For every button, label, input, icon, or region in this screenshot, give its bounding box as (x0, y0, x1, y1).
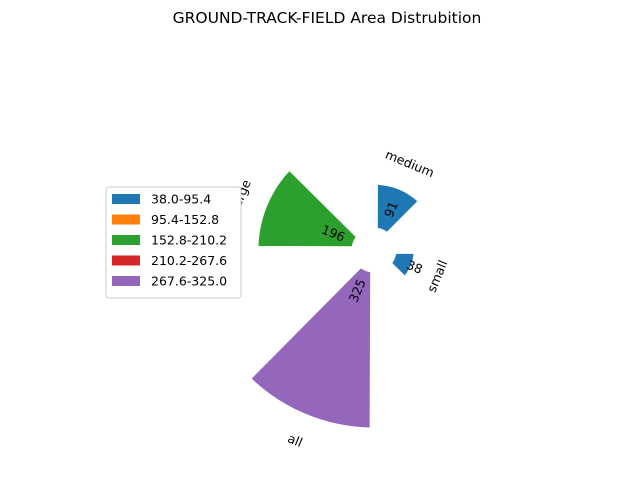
bar-medium (376, 183, 419, 233)
value-label-medium: 91 (381, 199, 401, 219)
legend-swatch (112, 255, 140, 266)
legend-label: 152.8-210.2 (151, 233, 227, 248)
chart-title: GROUND-TRACK-FIELD Area Distrubition (173, 9, 482, 27)
legend-swatch (112, 214, 140, 225)
legend-label: 267.6-325.0 (151, 274, 227, 289)
category-label-medium: medium (383, 147, 436, 181)
legend-swatch (112, 276, 140, 286)
category-label-small: small (424, 258, 451, 295)
bar-all (250, 267, 372, 429)
legend-items: 38.0-95.4 95.4-152.8 152.8-210.2 210.2-267.… (112, 192, 227, 289)
bar-large (257, 169, 357, 248)
legend: 38.0-95.4 95.4-152.8 152.8-210.2 210.2-267.… (105, 186, 242, 299)
bar-small (391, 252, 415, 277)
category-label-all: all (286, 431, 305, 450)
legend-label: 38.0-95.4 (151, 192, 211, 207)
legend-swatch (112, 194, 140, 204)
bars-group (250, 169, 419, 429)
legend-label: 95.4-152.8 (151, 212, 219, 227)
value-label-small: 38 (404, 257, 424, 277)
legend-label: 210.2-267.6 (151, 253, 227, 268)
legend-swatch (112, 235, 140, 245)
